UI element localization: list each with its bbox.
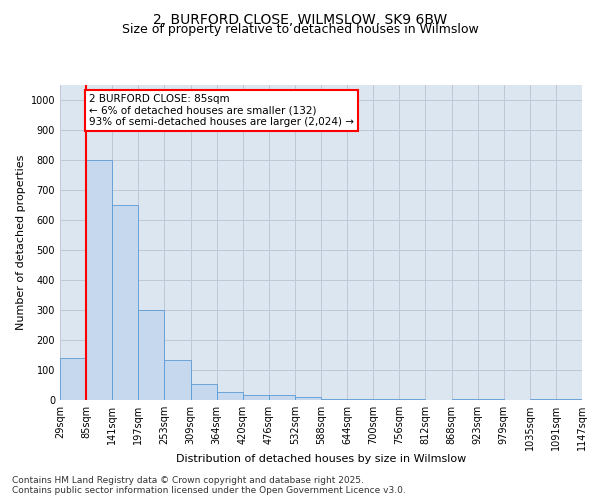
Y-axis label: Number of detached properties: Number of detached properties xyxy=(16,155,26,330)
Bar xyxy=(60,358,86,400)
X-axis label: Distribution of detached houses by size in Wilmslow: Distribution of detached houses by size … xyxy=(176,454,466,464)
Bar xyxy=(112,205,139,400)
Bar xyxy=(478,398,504,400)
Bar xyxy=(217,392,243,400)
Bar xyxy=(373,398,400,400)
Text: Size of property relative to detached houses in Wilmslow: Size of property relative to detached ho… xyxy=(122,24,478,36)
Bar xyxy=(242,394,269,400)
Text: 2 BURFORD CLOSE: 85sqm
← 6% of detached houses are smaller (132)
93% of semi-det: 2 BURFORD CLOSE: 85sqm ← 6% of detached … xyxy=(89,94,354,127)
Bar xyxy=(530,398,556,400)
Bar xyxy=(556,398,582,400)
Bar xyxy=(295,397,321,400)
Bar xyxy=(191,384,217,400)
Bar xyxy=(139,310,164,400)
Bar xyxy=(452,398,478,400)
Bar xyxy=(269,394,295,400)
Bar xyxy=(400,398,425,400)
Bar xyxy=(321,398,347,400)
Bar xyxy=(347,398,373,400)
Text: Contains HM Land Registry data © Crown copyright and database right 2025.
Contai: Contains HM Land Registry data © Crown c… xyxy=(12,476,406,495)
Bar xyxy=(86,160,112,400)
Text: 2, BURFORD CLOSE, WILMSLOW, SK9 6BW: 2, BURFORD CLOSE, WILMSLOW, SK9 6BW xyxy=(153,12,447,26)
Bar xyxy=(164,360,191,400)
